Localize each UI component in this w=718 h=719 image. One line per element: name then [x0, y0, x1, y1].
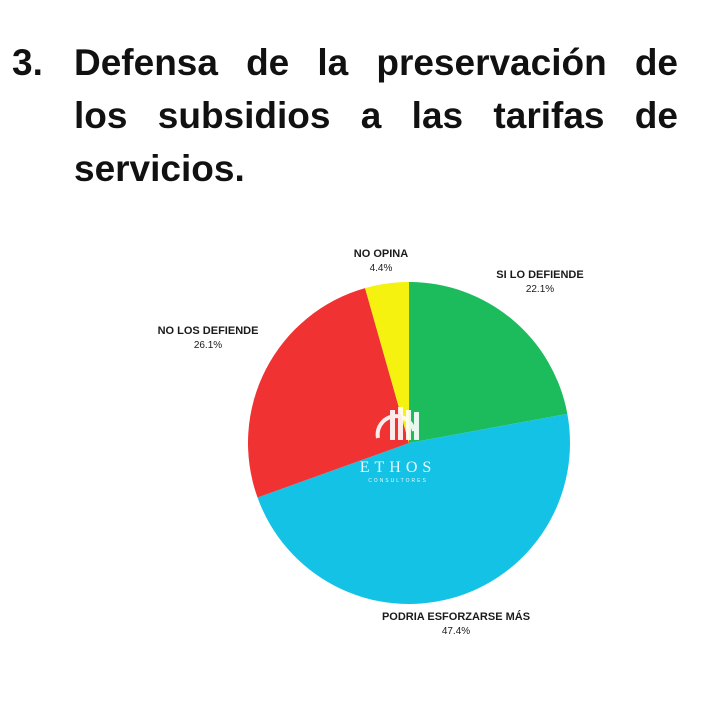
pie-labels: SI LO DEFIENDE 22.1% PODRIA ESFORZARSE MÁS…	[158, 248, 584, 637]
chart-panel: SI LO DEFIENDE 22.1% PODRIA ESFORZARSE MÁS…	[78, 226, 678, 666]
heading-number: 3.	[12, 42, 43, 83]
pie-slice-podria-esforzarse-m-s	[257, 413, 571, 605]
pie-slice-no-opina	[365, 282, 409, 443]
slice-value: 26.1%	[194, 340, 222, 351]
slice-label: PODRIA ESFORZARSE MÁS	[382, 610, 530, 623]
logo-name: ETHOS	[360, 459, 437, 476]
slice-value: 22.1%	[526, 284, 554, 295]
pie-slice-si-lo-defiende	[409, 282, 568, 443]
pie-slice-no-los-defiende	[248, 288, 409, 498]
slice-value: 47.4%	[442, 626, 470, 637]
columns-icon	[375, 407, 419, 440]
slice-value: 4.4%	[370, 263, 393, 274]
slice-label: SI LO DEFIENDE	[496, 269, 583, 281]
logo-tagline: CONSULTORES	[368, 478, 428, 484]
heading-line-3: servicios.	[74, 148, 245, 189]
slice-label: NO OPINA	[354, 248, 408, 260]
heading-line-2: los subsidios a las tarifas de	[74, 95, 678, 136]
pie-chart: SI LO DEFIENDE 22.1% PODRIA ESFORZARSE MÁS…	[158, 248, 584, 637]
logo-watermark: ETHOS CONSULTORES	[360, 407, 437, 484]
pie-slices	[248, 282, 571, 605]
heading-line-1: Defensa de la preservación de	[74, 42, 678, 83]
slice-label: NO LOS DEFIENDE	[158, 325, 259, 337]
